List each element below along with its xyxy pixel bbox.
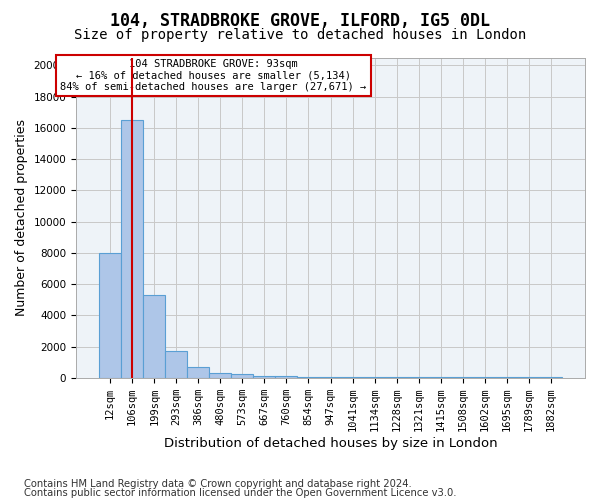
Bar: [232, 374, 253, 378]
Bar: [496, 376, 518, 378]
Bar: [452, 376, 474, 378]
Text: Size of property relative to detached houses in London: Size of property relative to detached ho…: [74, 28, 526, 42]
Bar: [143, 295, 165, 378]
Bar: [209, 372, 232, 378]
Bar: [540, 376, 562, 378]
Bar: [121, 120, 143, 378]
Bar: [298, 376, 319, 378]
Bar: [430, 376, 452, 378]
Bar: [165, 352, 187, 378]
Text: 104, STRADBROKE GROVE, ILFORD, IG5 0DL: 104, STRADBROKE GROVE, ILFORD, IG5 0DL: [110, 12, 490, 30]
X-axis label: Distribution of detached houses by size in London: Distribution of detached houses by size …: [164, 437, 497, 450]
Bar: [99, 253, 121, 378]
Bar: [253, 376, 275, 378]
Bar: [386, 376, 407, 378]
Bar: [187, 367, 209, 378]
Text: 104 STRADBROKE GROVE: 93sqm
← 16% of detached houses are smaller (5,134)
84% of : 104 STRADBROKE GROVE: 93sqm ← 16% of det…: [61, 59, 367, 92]
Bar: [341, 376, 364, 378]
Text: Contains public sector information licensed under the Open Government Licence v3: Contains public sector information licen…: [24, 488, 457, 498]
Bar: [518, 376, 540, 378]
Bar: [407, 376, 430, 378]
Bar: [275, 376, 298, 378]
Y-axis label: Number of detached properties: Number of detached properties: [15, 119, 28, 316]
Text: Contains HM Land Registry data © Crown copyright and database right 2024.: Contains HM Land Registry data © Crown c…: [24, 479, 412, 489]
Bar: [364, 376, 386, 378]
Bar: [474, 376, 496, 378]
Bar: [319, 376, 341, 378]
